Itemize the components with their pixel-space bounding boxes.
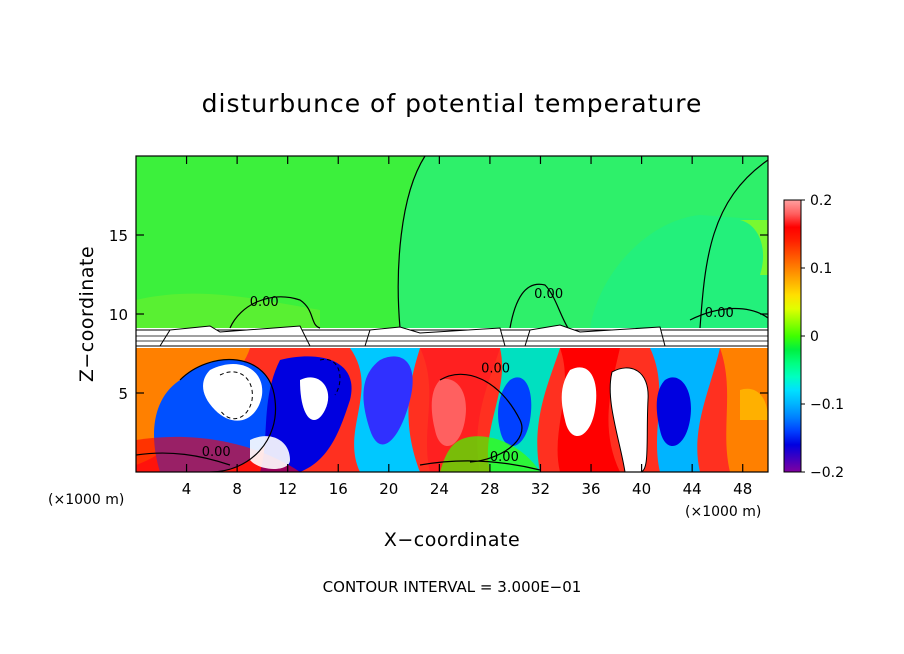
x-tick-label: 48 (733, 480, 752, 498)
x-tick-label: 16 (329, 480, 348, 498)
contour-label: 0.00 (705, 306, 734, 321)
x-tick-label: 32 (531, 480, 550, 498)
y-axis-label: Z−coordinate (76, 246, 98, 382)
x-tick-label: 24 (430, 480, 449, 498)
contour-labels: 0.00 0.00 0.00 0.00 0.00 0.00 (202, 287, 734, 465)
y-axis: 5 10 15 (109, 227, 768, 403)
x-tick-label: 36 (581, 480, 600, 498)
colorbar-bar (783, 199, 802, 473)
colorbar: 0.2 0.1 0 −0.1 −0.2 (783, 193, 844, 481)
contour-interval-note: CONTOUR INTERVAL = 3.000E−01 (323, 578, 582, 596)
contour-label: 0.00 (481, 361, 510, 376)
colorbar-tick-label: −0.2 (810, 465, 844, 481)
x-unit-left: (×1000 m) (48, 492, 124, 508)
contour-label: 0.00 (202, 445, 231, 460)
chart-title: disturbunce of potential temperature (202, 89, 703, 118)
colorbar-tick-label: 0.2 (810, 193, 832, 209)
colorbar-tick-label: −0.1 (810, 397, 844, 413)
x-tick-label: 12 (278, 480, 297, 498)
x-tick-label: 20 (379, 480, 398, 498)
contour-label: 0.00 (250, 295, 279, 310)
x-tick-label: 28 (480, 480, 499, 498)
x-axis-label: X−coordinate (384, 529, 520, 551)
heatmap-field (136, 156, 768, 472)
y-tick-label: 10 (109, 306, 128, 324)
x-tick-label: 4 (182, 480, 192, 498)
colorbar-ticks: 0.2 0.1 0 −0.1 −0.2 (801, 193, 844, 481)
x-tick-label: 8 (232, 480, 242, 498)
y-tick-label: 5 (118, 385, 128, 403)
x-tick-label: 40 (632, 480, 651, 498)
x-unit-right: (×1000 m) (685, 504, 761, 520)
x-axis: 4 8 12 16 20 24 28 32 36 40 44 48 (182, 156, 752, 498)
colorbar-tick-label: 0.1 (810, 261, 832, 277)
contour-label: 0.00 (534, 287, 563, 302)
colorbar-tick-label: 0 (810, 329, 819, 345)
contour-label: 0.00 (490, 450, 519, 465)
x-tick-label: 44 (683, 480, 702, 498)
y-tick-label: 15 (109, 227, 128, 245)
